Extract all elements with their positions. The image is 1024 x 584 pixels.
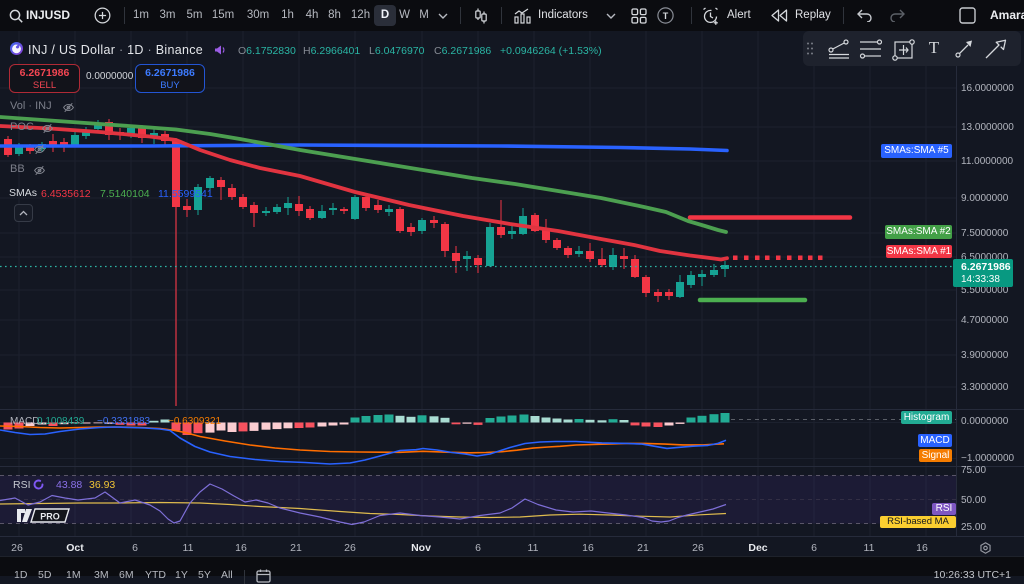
svg-text:T: T: [663, 11, 669, 21]
svg-text:PRO: PRO: [40, 512, 60, 522]
